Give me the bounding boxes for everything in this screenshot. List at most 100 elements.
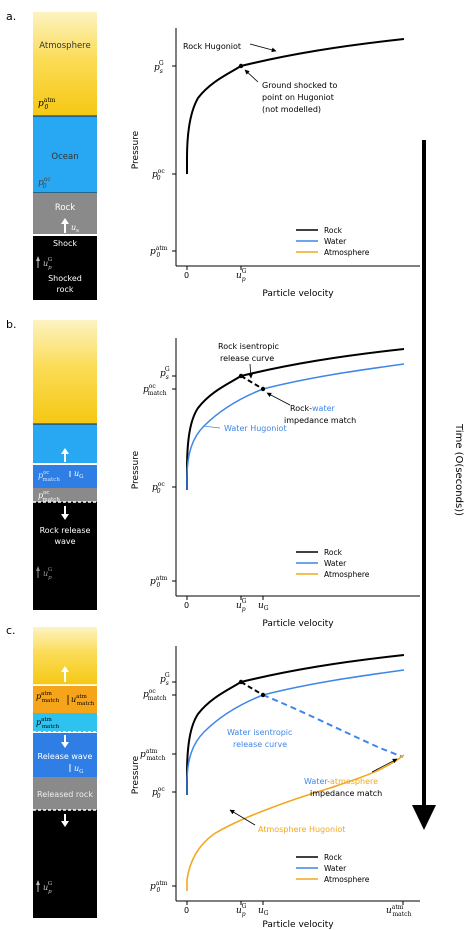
rock-isentrope xyxy=(240,681,264,696)
impedance-label: Rock-water xyxy=(290,404,336,413)
legend-rock: Rock xyxy=(324,226,343,235)
upG-tick: upG xyxy=(236,268,247,283)
atmosphere-layer xyxy=(33,320,97,424)
legend-atmosphere: Atmosphere xyxy=(324,248,370,257)
p0-oc-label: poc 0 xyxy=(38,176,51,190)
match-water-layer xyxy=(33,465,97,488)
psG-tick: psG xyxy=(154,60,164,75)
upG-tick: upG xyxy=(236,598,247,613)
x0-tick: 0 xyxy=(184,906,189,915)
panel-letter: a. xyxy=(6,10,16,23)
shocked-rock-layer xyxy=(33,235,97,300)
p0oc-tick: poc 0 xyxy=(152,481,165,495)
panel-letter: b. xyxy=(6,318,16,331)
layer-column: Atmosphere patm 0 Ocean poc 0 Rock us Shoc… xyxy=(33,12,97,300)
ground-label-1: Ground shocked to xyxy=(262,81,338,90)
rock-isentrope xyxy=(240,375,264,390)
time-arrow-label: Time (O(seconds)) xyxy=(453,423,464,516)
time-arrow-head xyxy=(412,805,436,830)
layer-column: poc match uG poc match Rock release wave u… xyxy=(33,320,97,610)
water-hugoniot-curve xyxy=(186,363,405,490)
us-label: us xyxy=(71,223,79,234)
pmatch-tick: poc match xyxy=(143,383,167,397)
uG-label: uG xyxy=(74,764,84,775)
atmosphere-layer xyxy=(33,12,97,116)
ocean-layer xyxy=(33,116,97,193)
atmosphere-label: Atmosphere xyxy=(39,41,90,51)
rock-hugoniot-curve xyxy=(186,654,405,795)
upG-label: upG xyxy=(43,567,52,581)
legend-water: Water xyxy=(324,559,347,568)
umatch-atm-tick: uatm match xyxy=(386,904,412,918)
impedance-label-2: impedance match xyxy=(284,416,356,425)
x0-tick: 0 xyxy=(184,601,189,610)
released-rock-layer xyxy=(33,777,97,810)
x-axis-label: Particle velocity xyxy=(262,920,334,930)
release-label-1: Rock release xyxy=(40,526,91,535)
atmosphere-hugoniot-curve xyxy=(186,754,405,891)
p0atm-tick: patm 0 xyxy=(150,245,168,259)
time-arrow: Time (O(seconds)) xyxy=(412,140,464,830)
uG-label: uG xyxy=(74,469,84,480)
legend-atmosphere: Atmosphere xyxy=(324,570,370,579)
water-match-layer xyxy=(33,713,97,732)
isentrope-label-1: Rock isentropic xyxy=(218,342,279,351)
rock-label: Rock xyxy=(55,203,75,213)
isentrope-label-2: release curve xyxy=(220,354,274,363)
pmatch-atm-tick: patm match xyxy=(140,748,165,762)
p0atm-tick: patm 0 xyxy=(150,880,168,894)
legend: Rock Water Atmosphere xyxy=(296,226,370,257)
chart-c: psG poc match patm match poc 0 patm 0 0 upG … xyxy=(131,646,420,930)
y-axis-label: Pressure xyxy=(131,755,141,794)
chart-a: psG poc 0 patm 0 0 upG Pressure Particle v… xyxy=(131,28,420,299)
legend: Rock Water Atmosphere xyxy=(296,548,370,579)
upG-tick: upG xyxy=(236,903,247,918)
release-wave-label: Release wave xyxy=(38,752,93,761)
released-rock-label: Released rock xyxy=(37,790,93,799)
panel-a: a. Atmosphere patm 0 Ocean poc 0 Rock us S… xyxy=(6,10,420,300)
legend-rock: Rock xyxy=(324,853,343,862)
p0oc-tick: poc 0 xyxy=(152,786,165,800)
uG-tick: uG xyxy=(258,906,269,917)
water-hugoniot-label: Water Hugoniot xyxy=(224,424,287,433)
upG-label: upG xyxy=(43,881,52,895)
chart-b: psG poc match poc 0 patm 0 0 upG uG Pressur… xyxy=(131,338,420,629)
rock-hugoniot-curve xyxy=(186,38,405,174)
impedance-label-2: impedance match xyxy=(310,789,382,798)
p0oc-tick: poc 0 xyxy=(152,168,165,182)
p0-atm-label: patm 0 xyxy=(38,97,56,111)
layer-column: patm match uatm match patm match Release wa… xyxy=(33,627,97,918)
ground-point xyxy=(238,63,244,69)
legend-water: Water xyxy=(324,237,347,246)
water-isentrope xyxy=(262,694,404,758)
legend-atmosphere: Atmosphere xyxy=(324,875,370,884)
shocked-rock-label-2: rock xyxy=(56,285,73,294)
x0-tick: 0 xyxy=(184,271,189,280)
y-axis-label: Pressure xyxy=(131,450,141,489)
psG-tick: psG xyxy=(160,672,170,687)
rock-layer xyxy=(33,488,97,502)
water-hugoniot-curve xyxy=(186,669,405,795)
panel-letter: c. xyxy=(6,624,16,637)
legend-rock: Rock xyxy=(324,548,343,557)
release-label-2: wave xyxy=(54,537,75,546)
shock-label: Shock xyxy=(53,239,77,248)
impedance-label: Water-atmosphere xyxy=(304,777,378,786)
water-isentrope-label-1: Water isentropic xyxy=(227,728,292,737)
x-axis-label: Particle velocity xyxy=(262,619,334,629)
psG-tick: psG xyxy=(160,366,170,381)
pmatch-oc-tick: poc match xyxy=(143,688,167,702)
y-axis-label: Pressure xyxy=(131,130,141,169)
legend-water: Water xyxy=(324,864,347,873)
uG-tick: uG xyxy=(258,601,269,612)
rock-hugoniot-curve xyxy=(186,348,405,490)
panel-c: c. patm match uatm match patm match Release… xyxy=(6,624,420,930)
water-isentrope-label-2: release curve xyxy=(233,740,287,749)
legend: Rock Water Atmosphere xyxy=(296,853,370,884)
shocked-rock-layer xyxy=(33,810,97,918)
panel-b: b. poc match uG poc match Rock release wav… xyxy=(6,318,420,629)
upG-label: upG xyxy=(43,257,52,271)
atm-hugoniot-label: Atmosphere Hugoniot xyxy=(258,825,345,834)
ocean-label: Ocean xyxy=(51,152,78,162)
p0atm-tick: patm 0 xyxy=(150,575,168,589)
